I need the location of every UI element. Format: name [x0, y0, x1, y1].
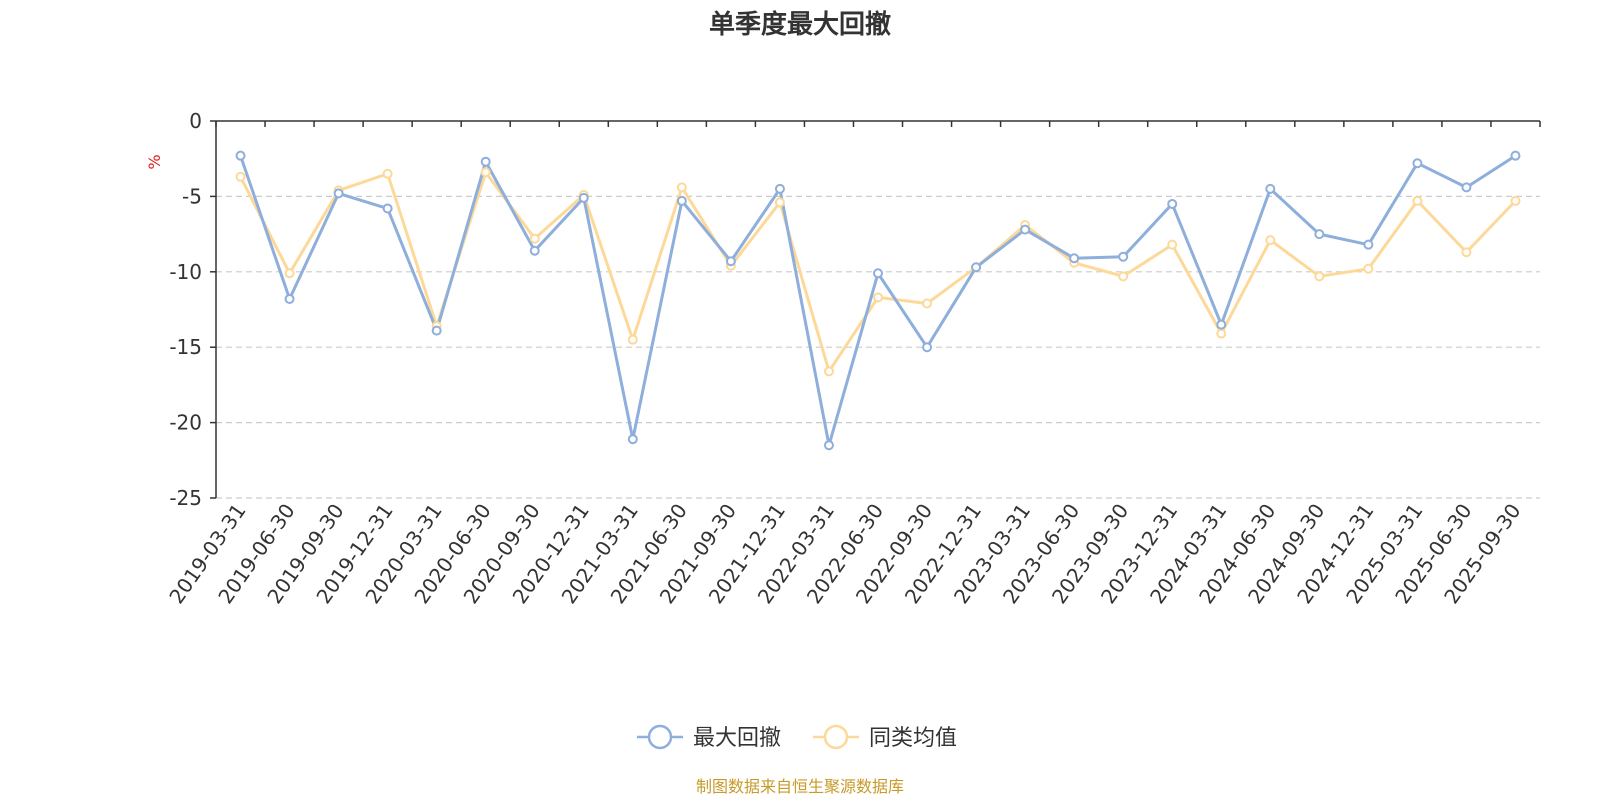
data-point[interactable] [1216, 319, 1227, 330]
data-point[interactable] [1412, 158, 1423, 169]
data-point[interactable] [1069, 253, 1080, 264]
y-tick-label: -15 [169, 335, 202, 359]
data-point[interactable] [971, 262, 982, 273]
y-axis-ticks: 0 -5 -10 -15 -20 -25 [169, 109, 216, 510]
data-point[interactable] [284, 293, 295, 304]
data-point[interactable] [1118, 251, 1129, 262]
legend-label: 最大回撤 [693, 726, 781, 751]
data-point[interactable] [823, 440, 834, 451]
data-point[interactable] [235, 150, 246, 161]
data-point[interactable] [676, 182, 687, 193]
y-tick-label: -5 [182, 184, 202, 208]
legend-marker-icon [647, 724, 673, 750]
data-point[interactable] [1412, 195, 1423, 206]
legend-item-2[interactable]: 同类均值 [813, 724, 957, 751]
y-tick-label: 0 [189, 109, 202, 133]
y-tick-label: -20 [169, 411, 202, 435]
data-point[interactable] [1265, 183, 1276, 194]
data-point[interactable] [1118, 271, 1129, 282]
y-tick-label: -10 [169, 260, 202, 284]
data-point[interactable] [382, 203, 393, 214]
data-point[interactable] [1461, 182, 1472, 193]
data-point[interactable] [431, 325, 442, 336]
data-point[interactable] [1510, 150, 1521, 161]
data-point[interactable] [284, 268, 295, 279]
source-note: 制图数据来自恒生聚源数据库 [696, 777, 904, 796]
data-point[interactable] [774, 197, 785, 208]
legend[interactable]: 最大回撤 同类均值 [637, 724, 957, 751]
data-point[interactable] [676, 195, 687, 206]
data-point[interactable] [873, 292, 883, 303]
data-point[interactable] [1167, 198, 1178, 209]
data-point[interactable] [725, 256, 736, 267]
data-point[interactable] [823, 366, 834, 377]
grid-lines [216, 195, 1540, 499]
data-point[interactable] [529, 233, 540, 244]
y-tick-label: -25 [169, 486, 202, 510]
data-point[interactable] [1510, 195, 1521, 206]
legend-marker-icon [823, 724, 849, 750]
data-point[interactable] [627, 334, 638, 345]
data-point[interactable] [1216, 328, 1227, 339]
data-point[interactable] [529, 245, 540, 256]
chart-title: 单季度最大回撤 [709, 9, 891, 40]
data-point[interactable] [235, 171, 246, 182]
axes [215, 120, 1540, 498]
data-point[interactable] [1265, 235, 1276, 246]
data-point[interactable] [1314, 271, 1325, 282]
data-point[interactable] [873, 268, 883, 279]
series-lines [235, 150, 1521, 451]
data-point[interactable] [480, 156, 491, 167]
legend-label: 同类均值 [869, 726, 957, 751]
data-point[interactable] [1363, 263, 1374, 274]
data-point[interactable] [333, 188, 344, 199]
data-point[interactable] [578, 192, 589, 203]
data-point[interactable] [922, 342, 933, 353]
data-point[interactable] [1461, 247, 1472, 258]
data-point[interactable] [382, 168, 393, 179]
data-point[interactable] [774, 183, 785, 194]
y-axis-unit: % [145, 154, 164, 169]
data-point[interactable] [480, 167, 491, 178]
data-point[interactable] [1020, 224, 1031, 235]
legend-item-1[interactable]: 最大回撤 [637, 724, 781, 751]
data-point[interactable] [1314, 229, 1325, 240]
data-point[interactable] [1363, 239, 1374, 250]
data-point[interactable] [627, 434, 638, 445]
data-point[interactable] [1167, 239, 1178, 250]
data-point[interactable] [922, 298, 933, 309]
